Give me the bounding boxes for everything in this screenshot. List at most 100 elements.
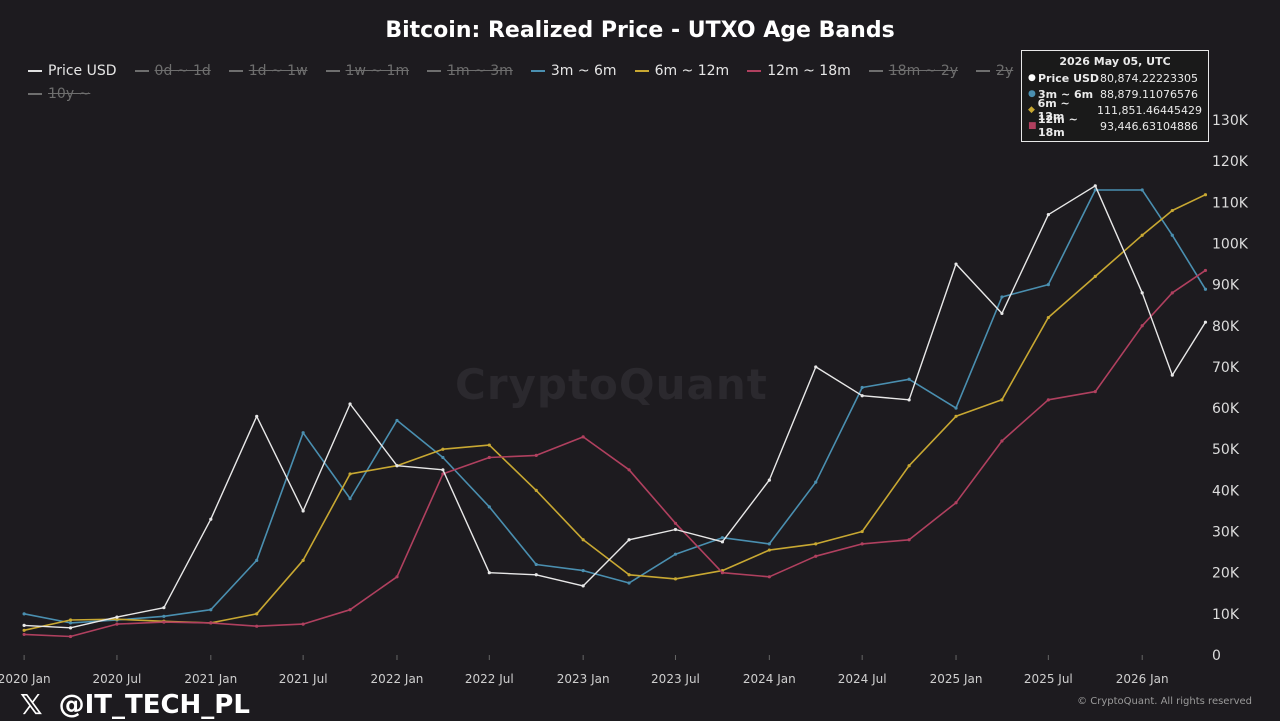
data-point xyxy=(255,624,259,628)
data-point xyxy=(1046,315,1050,320)
legend-item-7[interactable]: 12m ~ 18m xyxy=(747,60,851,83)
y-tick-label: 20K xyxy=(1212,566,1240,582)
data-point xyxy=(1140,233,1144,237)
x-tick-label: 2020 Jan xyxy=(0,672,51,686)
tooltip-marker-icon: ● xyxy=(1028,89,1036,99)
data-point xyxy=(162,614,166,618)
tooltip-series-name: 6m ~ 12m xyxy=(1037,97,1070,123)
legend-item-0[interactable]: Price USD xyxy=(28,60,117,83)
data-point xyxy=(814,480,818,484)
tooltip-marker-icon: ● xyxy=(1028,73,1036,83)
tooltip-series-value: 93,446.63104886 xyxy=(1100,119,1198,133)
data-point xyxy=(627,581,631,585)
data-point xyxy=(395,418,399,423)
legend-swatch xyxy=(747,70,762,72)
data-point xyxy=(627,538,631,542)
legend-swatch xyxy=(228,70,243,72)
data-point xyxy=(534,562,538,567)
tooltip-series-name: 12m ~ 18m xyxy=(1038,113,1078,139)
tooltip-marker-icon: ■ xyxy=(1028,121,1037,131)
data-point xyxy=(534,453,538,458)
watermark: CryptoQuant xyxy=(455,360,768,409)
data-point xyxy=(1000,295,1004,299)
series-line-6m-12m xyxy=(23,193,1206,632)
data-point xyxy=(22,632,26,637)
y-tick-label: 110K xyxy=(1212,195,1249,211)
legend-swatch xyxy=(325,70,340,72)
data-point xyxy=(1203,193,1208,197)
data-point xyxy=(860,529,864,534)
series-line-3m-6m xyxy=(23,189,1207,624)
data-point xyxy=(1093,184,1097,188)
data-point xyxy=(627,468,631,472)
legend-item-8[interactable]: 18m ~ 2y xyxy=(868,60,959,83)
tooltip-row: ◆ 6m ~ 12m 111,851.46445429 xyxy=(1022,97,1208,123)
data-point xyxy=(301,558,305,562)
tooltip-series-value: 80,874.22223305 xyxy=(1100,71,1198,85)
x-tick-label: 2021 Jan xyxy=(184,672,237,686)
tooltip-series-name: Price USD xyxy=(1038,71,1100,85)
data-point xyxy=(301,509,305,513)
legend-item-6[interactable]: 6m ~ 12m xyxy=(634,60,729,83)
legend-label: 2y xyxy=(996,63,1014,79)
legend-swatch xyxy=(427,70,442,72)
tooltip-series-name: 3m ~ 6m xyxy=(1038,87,1094,101)
x-tick-label: 2022 Jan xyxy=(371,672,424,686)
data-point xyxy=(720,536,725,540)
data-point xyxy=(1000,311,1004,316)
data-point xyxy=(720,571,725,575)
data-point xyxy=(68,618,73,622)
legend-label: 18m ~ 2y xyxy=(888,63,959,79)
y-tick-label: 80K xyxy=(1212,319,1240,335)
x-tick-label: 2025 Jan xyxy=(930,672,983,686)
data-point xyxy=(162,620,166,624)
legend-item-12[interactable]: 10y ~ xyxy=(28,83,90,106)
y-tick-label: 120K xyxy=(1212,154,1249,170)
legend-label: 1d ~ 1w xyxy=(248,63,308,79)
data-point xyxy=(395,575,399,579)
legend-swatch xyxy=(530,70,545,72)
data-point xyxy=(68,626,73,630)
data-point xyxy=(954,262,958,266)
data-point xyxy=(767,542,771,546)
legend-item-4[interactable]: 1m ~ 3m xyxy=(427,60,513,83)
legend-item-1[interactable]: 0d ~ 1d xyxy=(134,60,211,83)
data-point xyxy=(255,612,259,616)
data-point xyxy=(348,402,352,406)
series-line-12m-18m xyxy=(24,269,1206,638)
data-point xyxy=(162,606,166,610)
data-point xyxy=(1140,324,1144,328)
data-point xyxy=(581,584,585,588)
data-point xyxy=(348,497,352,501)
tooltip-row: ● 3m ~ 6m 88,879.11076576 xyxy=(1022,86,1208,102)
tooltip-row: ● Price USD 80,874.22223305 xyxy=(1022,70,1208,86)
tooltip-marker-icon: ◆ xyxy=(1028,105,1035,115)
legend-item-5[interactable]: 3m ~ 6m xyxy=(530,60,617,83)
data-point xyxy=(767,575,771,579)
legend-swatch xyxy=(976,70,991,72)
legend-label: 12m ~ 18m xyxy=(767,63,851,79)
data-point xyxy=(534,573,538,577)
data-point xyxy=(22,612,26,616)
tooltip-series-value: 88,879.11076576 xyxy=(1100,87,1198,101)
data-point xyxy=(22,628,26,632)
x-tick-label: 2023 Jan xyxy=(557,672,610,686)
legend-swatch xyxy=(134,70,149,72)
tooltip-row: ■ 12m ~ 18m 93,446.63104886 xyxy=(1022,113,1208,139)
x-tick-label: 2021 Jul xyxy=(279,672,328,686)
data-point xyxy=(814,554,818,558)
data-point xyxy=(115,622,119,626)
data-point xyxy=(1170,373,1174,377)
data-point xyxy=(814,365,818,369)
legend-item-2[interactable]: 1d ~ 1w xyxy=(228,60,308,83)
data-point xyxy=(673,552,678,556)
y-tick-label: 30K xyxy=(1212,525,1240,541)
data-point xyxy=(255,558,259,562)
y-tick-label: 50K xyxy=(1212,442,1240,458)
legend-item-9[interactable]: 2y xyxy=(976,60,1013,83)
data-point xyxy=(348,608,352,612)
legend-item-3[interactable]: 1w ~ 1m xyxy=(325,60,409,83)
data-point xyxy=(255,414,259,418)
data-point xyxy=(68,621,73,625)
